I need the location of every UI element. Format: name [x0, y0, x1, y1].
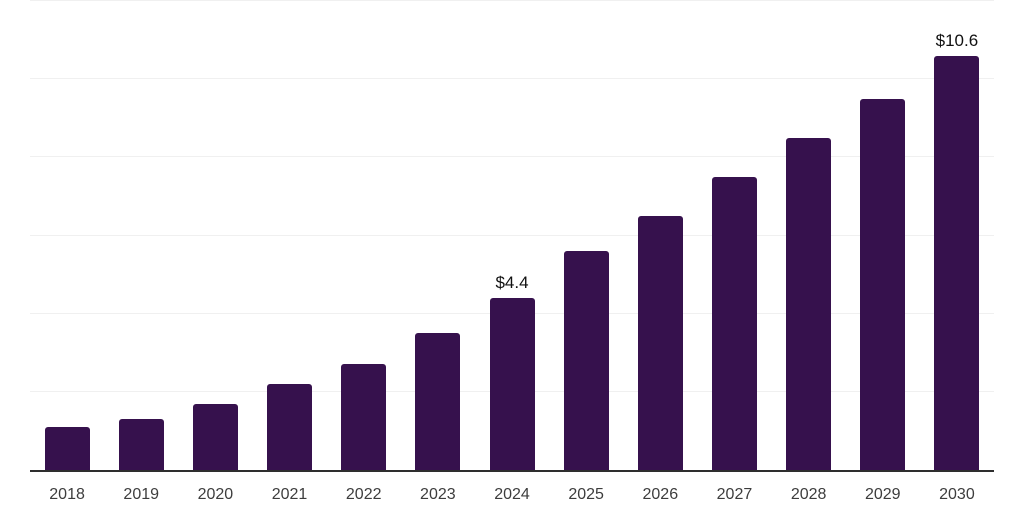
- x-tick-label-2018: 2018: [49, 486, 85, 503]
- x-tick-label-2020: 2020: [197, 486, 234, 503]
- gridline-8: [30, 156, 994, 158]
- gridline-6: [30, 234, 994, 236]
- bar-2024: [489, 298, 535, 470]
- x-axis: 2018 2019 2020 2021 2022 2023 2024 2025 2026 2027…: [30, 483, 994, 507]
- x-axis-line: [30, 470, 994, 472]
- x-tick-label-2027: 2027: [716, 486, 753, 503]
- x-tick-label-2019: 2019: [123, 486, 160, 503]
- bar-2028: [786, 137, 832, 470]
- gridline-10: [30, 78, 994, 80]
- bar-2019: [118, 419, 164, 470]
- bar-2030: [934, 55, 980, 470]
- bar-2021: [267, 384, 313, 470]
- x-tick-label-2022: 2022: [345, 486, 382, 503]
- x-tick-label-2021: 2021: [271, 486, 308, 503]
- bar-2026: [637, 215, 683, 470]
- bar-2025: [563, 251, 609, 470]
- gridline-12: [30, 0, 994, 1]
- bar-2022: [341, 364, 387, 470]
- x-tick-label-2026: 2026: [642, 486, 679, 503]
- bar-2018: [44, 427, 90, 470]
- x-tick-label-2023: 2023: [420, 486, 456, 503]
- x-tick-label-2029: 2029: [864, 486, 901, 503]
- x-tick-label-2025: 2025: [568, 486, 604, 503]
- bar-2029: [860, 98, 906, 470]
- value-label-2030: $10.6: [935, 30, 979, 50]
- x-tick-label-2024: 2024: [494, 486, 530, 503]
- bar-2027: [711, 176, 757, 470]
- bar-2023: [415, 333, 461, 470]
- value-label-2024: $4.4: [495, 273, 529, 293]
- x-tick-label-2028: 2028: [790, 486, 827, 503]
- x-tick-label-2030: 2030: [939, 486, 975, 503]
- bar-2020: [192, 403, 238, 470]
- plot-area: $4.4 $10.6: [30, 0, 994, 470]
